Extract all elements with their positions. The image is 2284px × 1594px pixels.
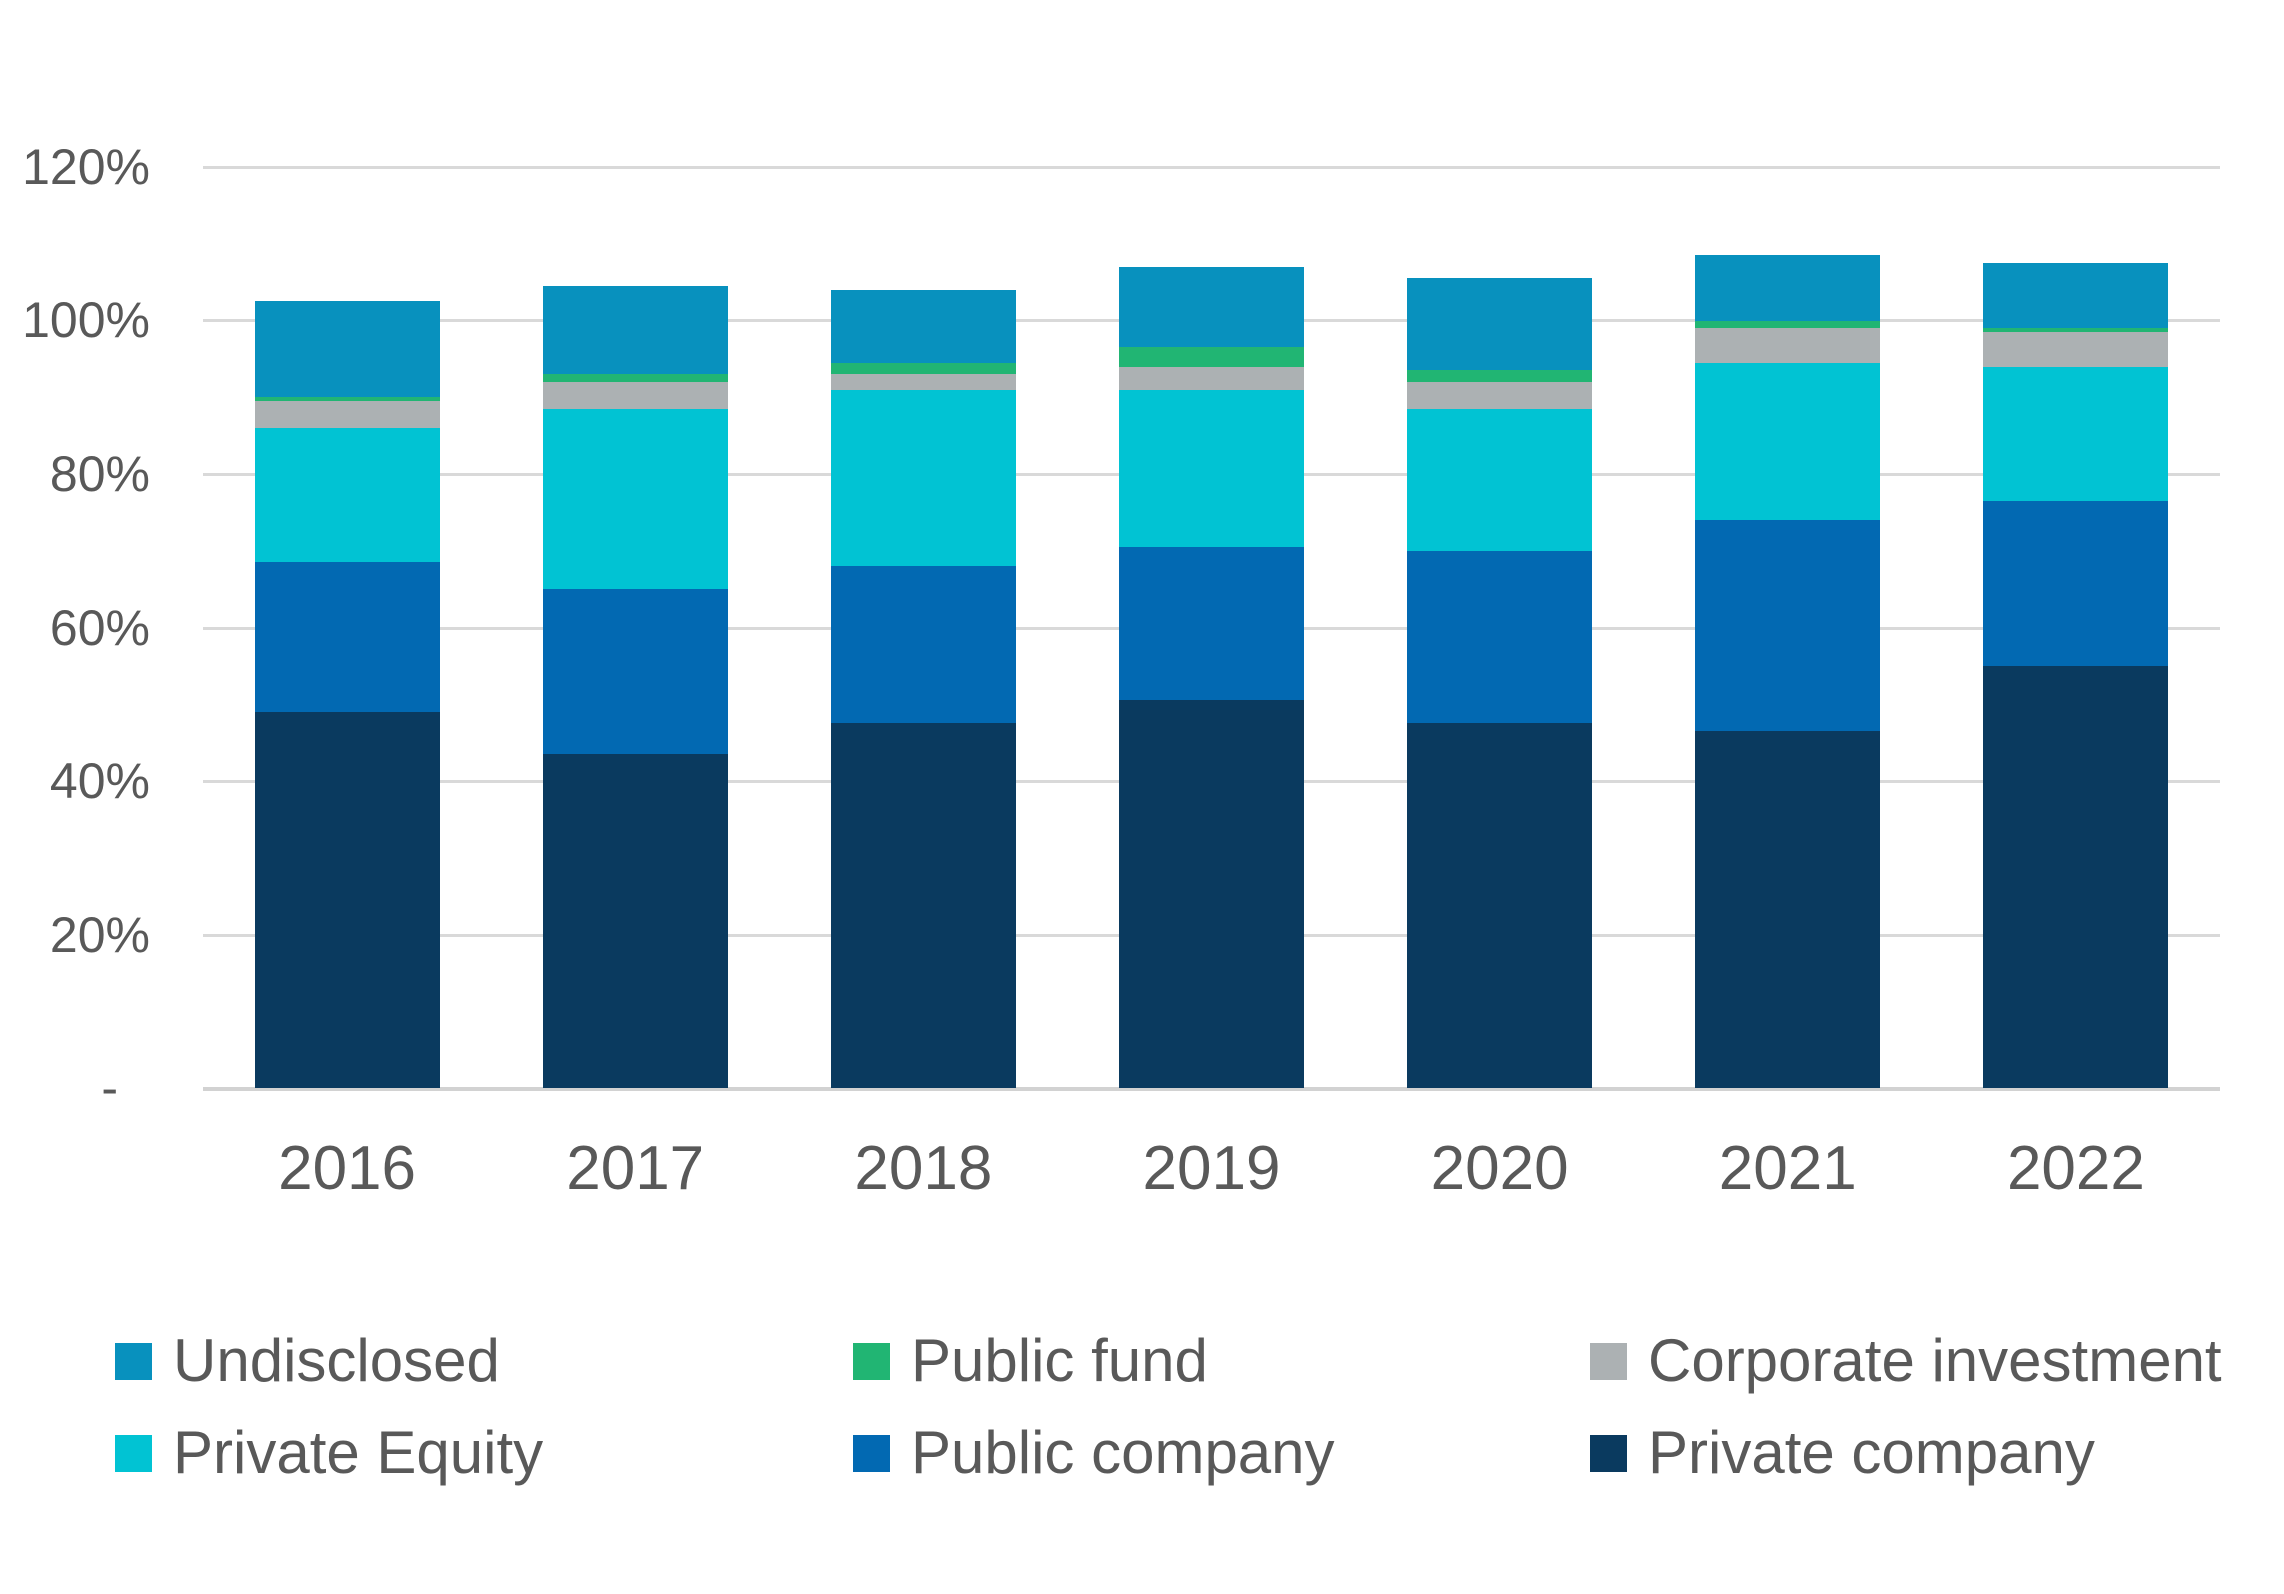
y-axis: - 20% 40% 60% 80% 100% 120% [0, 142, 150, 1113]
segment-private-company-2016 [254, 711, 440, 1088]
segment-private-company-2019 [1118, 700, 1304, 1089]
segment-private-company-2021 [1695, 731, 1881, 1088]
segment-private-company-2017 [542, 754, 728, 1088]
bar-slot-2020 [1356, 167, 1644, 1088]
plot-area [203, 166, 2220, 1091]
bar-2019 [1118, 266, 1304, 1089]
bar-slot-2018 [779, 167, 1067, 1088]
segment-public-company-2017 [542, 589, 728, 755]
segment-public-fund-2021 [1695, 320, 1881, 329]
bar-2020 [1407, 278, 1593, 1088]
y-tick-100: 100% [22, 292, 150, 349]
segment-private-equity-2019 [1118, 389, 1304, 547]
legend-item-private-company: Private company [1590, 1419, 2095, 1486]
segment-private-equity-2021 [1695, 362, 1881, 521]
bar-2016 [254, 301, 440, 1088]
segment-corporate-investment-2020 [1407, 381, 1593, 409]
segment-undisclosed-2016 [254, 301, 440, 398]
y-tick-40: 40% [49, 752, 150, 809]
segment-public-fund-2020 [1407, 370, 1593, 382]
bar-2017 [542, 285, 728, 1088]
y-tick-0: - [101, 1060, 118, 1116]
y-tick-120: 120% [22, 139, 150, 195]
legend-swatch-private-company [1590, 1434, 1627, 1472]
legend-label-corporate-investment: Corporate investment [1648, 1327, 2222, 1394]
segment-public-fund-2017 [542, 374, 728, 382]
legend-item-corporate-investment: Corporate investment [1590, 1327, 2222, 1394]
legend-swatch-corporate-investment [1590, 1342, 1627, 1380]
gridline-120 [203, 166, 2220, 169]
legend-label-public-fund: Public fund [911, 1327, 1208, 1394]
segment-private-company-2018 [830, 723, 1016, 1088]
segment-corporate-investment-2017 [542, 381, 728, 409]
segment-public-fund-2019 [1118, 347, 1304, 367]
x-label-2019: 2019 [1142, 1134, 1281, 1203]
segment-private-company-2022 [1983, 665, 2169, 1088]
segment-corporate-investment-2016 [254, 401, 440, 428]
bar-2022 [1983, 262, 2169, 1088]
x-label-2021: 2021 [1718, 1134, 1857, 1203]
segment-private-equity-2020 [1407, 408, 1593, 551]
legend-swatch-public-fund [853, 1342, 890, 1380]
legend-item-undisclosed: Undisclosed [115, 1327, 500, 1394]
segment-public-company-2020 [1407, 550, 1593, 724]
legend-swatch-public-company [853, 1434, 890, 1472]
segment-undisclosed-2020 [1407, 278, 1593, 371]
legend-swatch-undisclosed [115, 1342, 152, 1380]
bar-slot-2021 [1644, 167, 1932, 1088]
x-axis: 2016 2017 2018 2019 2020 2021 2022 [203, 1136, 2220, 1202]
legend-label-undisclosed: Undisclosed [173, 1327, 500, 1394]
segment-undisclosed-2022 [1983, 262, 2169, 329]
segment-private-equity-2017 [542, 408, 728, 590]
segment-private-company-2020 [1407, 723, 1593, 1088]
y-tick-60: 60% [49, 599, 150, 656]
segment-undisclosed-2021 [1695, 255, 1881, 321]
segment-corporate-investment-2018 [830, 374, 1016, 390]
bar-2021 [1695, 255, 1881, 1088]
x-label-2018: 2018 [854, 1134, 993, 1203]
segment-public-company-2018 [830, 566, 1016, 724]
segment-undisclosed-2017 [542, 285, 728, 375]
x-label-2016: 2016 [278, 1134, 417, 1203]
x-label-2020: 2020 [1430, 1134, 1569, 1203]
segment-private-equity-2018 [830, 389, 1016, 567]
segment-public-company-2016 [254, 562, 440, 712]
x-label-2017: 2017 [566, 1134, 705, 1203]
segment-public-fund-2022 [1983, 328, 2169, 333]
legend-item-public-company: Public company [853, 1419, 1335, 1486]
segment-public-fund-2016 [254, 397, 440, 402]
bar-slot-2017 [491, 167, 779, 1088]
segment-public-fund-2018 [830, 362, 1016, 375]
segment-corporate-investment-2019 [1118, 366, 1304, 390]
bar-slot-2016 [203, 167, 491, 1088]
segment-public-company-2019 [1118, 546, 1304, 701]
segment-private-equity-2016 [254, 427, 440, 563]
y-tick-20: 20% [49, 906, 150, 963]
bar-slots [203, 167, 2220, 1089]
legend-label-private-equity: Private Equity [173, 1419, 544, 1486]
segment-undisclosed-2018 [830, 289, 1016, 363]
x-label-2022: 2022 [2006, 1134, 2145, 1203]
segment-private-equity-2022 [1983, 366, 2169, 501]
segment-public-company-2022 [1983, 500, 2169, 666]
segment-corporate-investment-2021 [1695, 328, 1881, 363]
legend-item-private-equity: Private Equity [115, 1419, 544, 1486]
segment-undisclosed-2019 [1118, 266, 1304, 348]
gridline-0 [203, 1087, 2220, 1091]
bar-slot-2019 [1067, 167, 1355, 1089]
segment-corporate-investment-2022 [1983, 332, 2169, 367]
legend-label-private-company: Private company [1648, 1419, 2095, 1486]
legend-item-public-fund: Public fund [853, 1327, 1208, 1394]
legend-swatch-private-equity [115, 1434, 152, 1472]
bar-slot-2022 [1932, 167, 2220, 1088]
y-tick-80: 80% [49, 445, 150, 502]
segment-public-company-2021 [1695, 520, 1881, 732]
legend-label-public-company: Public company [911, 1419, 1335, 1486]
bar-2018 [830, 289, 1016, 1088]
